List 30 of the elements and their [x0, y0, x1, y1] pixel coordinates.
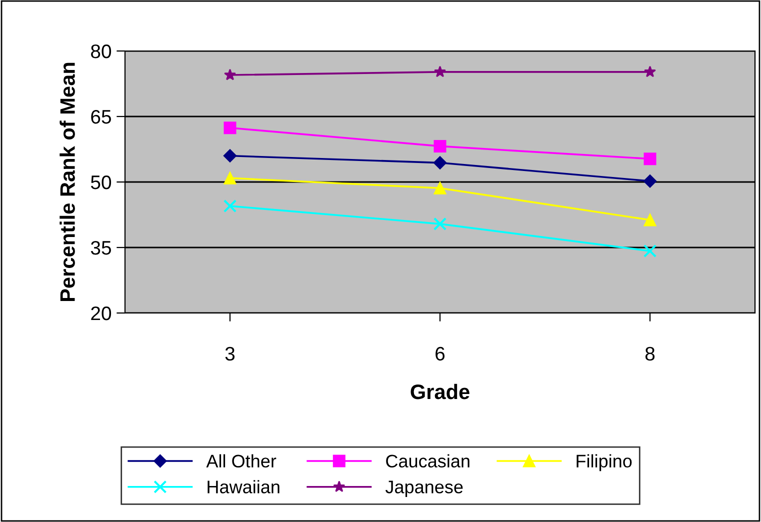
legend-label: Japanese [385, 480, 463, 497]
point [223, 199, 237, 213]
point [224, 172, 236, 184]
point [224, 122, 236, 134]
point [644, 152, 656, 166]
y-tick-label: 80 [91, 44, 112, 58]
y-axis-title: Percentile Rank of Mean [60, 62, 75, 302]
point [433, 156, 447, 170]
point [644, 214, 656, 226]
legend-label: All Other [206, 454, 276, 468]
legend-label: Caucasian [386, 454, 470, 468]
x-axis-title: Grade [410, 384, 470, 400]
y-tick-label: 35 [90, 240, 111, 255]
point [434, 66, 446, 78]
x-tick-label: 6 [436, 346, 445, 361]
point [434, 140, 446, 152]
point [643, 174, 657, 188]
point [644, 66, 656, 78]
point [223, 149, 237, 162]
legend-label: Hawaiian [208, 480, 280, 494]
point [643, 244, 657, 258]
y-tick-label: 20 [91, 306, 112, 320]
y-tick-label: 50 [90, 175, 112, 190]
point [434, 182, 446, 194]
y-tick-label: 65 [91, 110, 111, 124]
legend-label: Filipino [576, 454, 632, 472]
point [433, 217, 447, 231]
x-tick-label: 3 [225, 346, 235, 361]
point [224, 68, 236, 80]
x-tick-label: 8 [645, 346, 655, 361]
